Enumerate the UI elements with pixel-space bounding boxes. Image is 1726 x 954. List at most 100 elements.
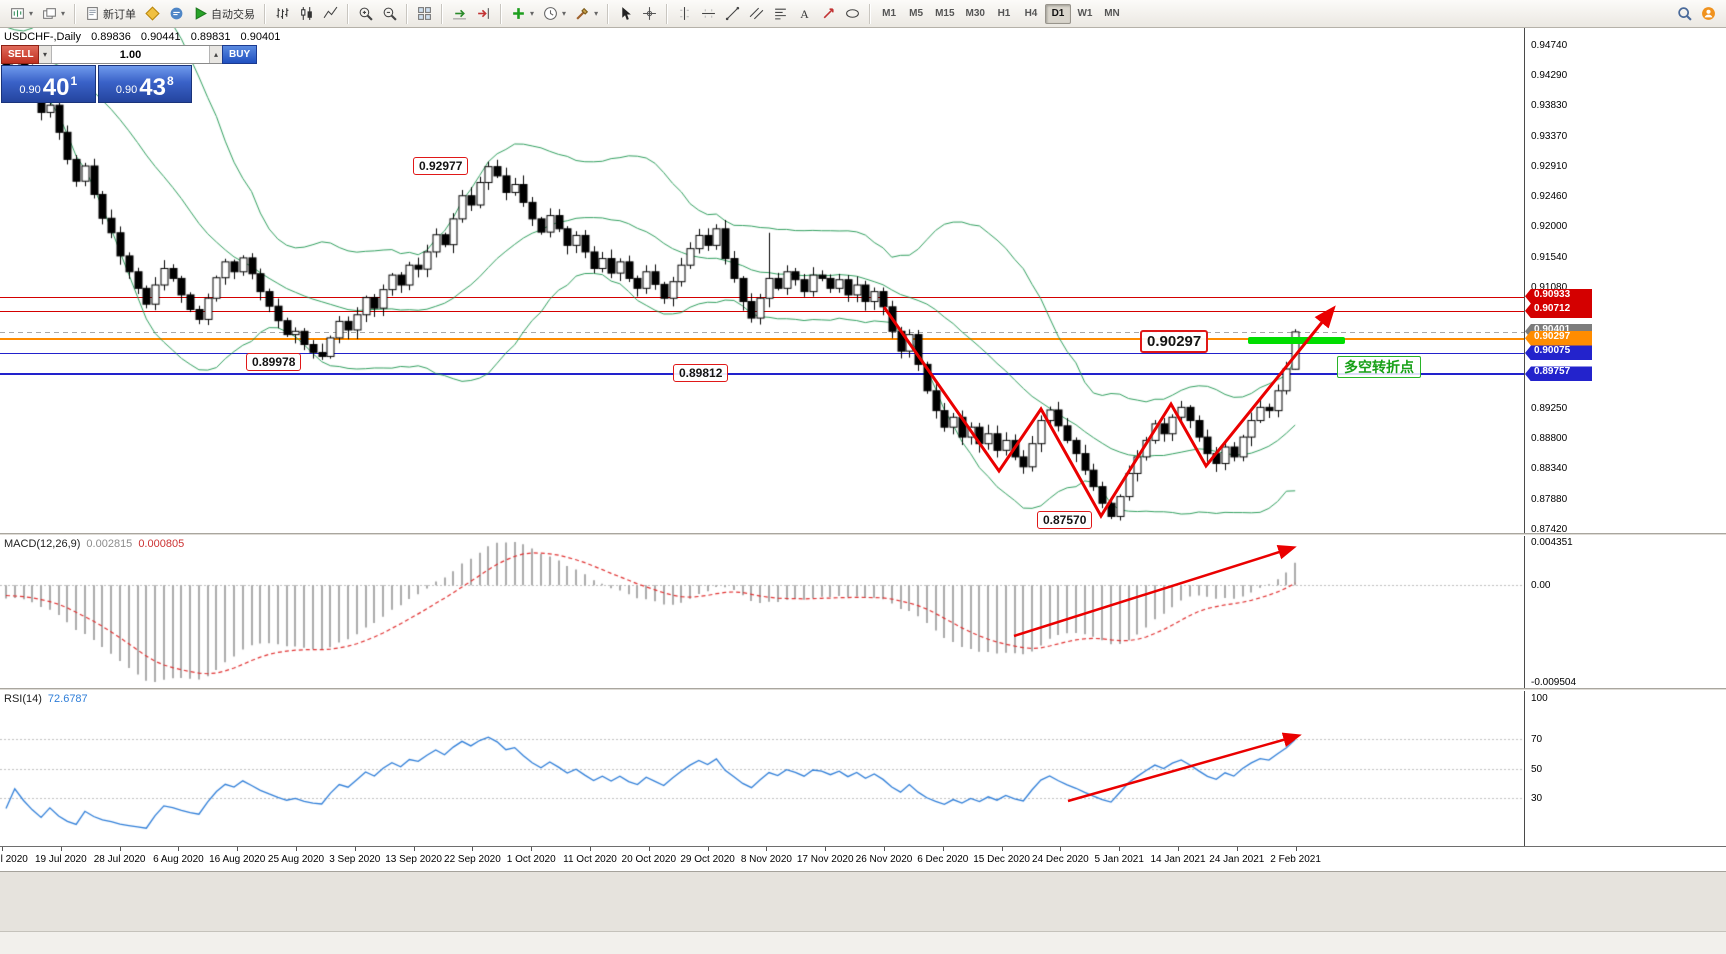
price-tag: 0.89757: [1525, 366, 1592, 382]
sell-price-pip: 1: [70, 74, 78, 88]
time-axis-tick: [1296, 847, 1297, 851]
toolbar-separator: [607, 3, 610, 24]
time-axis-label: 19 Jul 2020: [34, 854, 87, 865]
timeframe-h1-button[interactable]: H1: [991, 4, 1017, 24]
toolbar-separator: [264, 3, 267, 24]
time-axis-label: 6 Aug 2020: [153, 854, 204, 865]
templates-button[interactable]: ▾: [571, 2, 602, 25]
auto-scroll-button[interactable]: [448, 2, 471, 25]
price-axis-label: 0.93370: [1531, 130, 1568, 142]
line-chart-button[interactable]: [319, 2, 342, 25]
price-axis: 0.004351 0.00 -0.009504 0.94740 0.94290 0.…: [1524, 28, 1726, 846]
profile-avatar-button[interactable]: [1697, 2, 1720, 25]
price-callout[interactable]: 0.92977: [413, 157, 469, 175]
lot-stepper-button[interactable]: ▴: [209, 46, 222, 63]
buy-price-pip: 8: [166, 74, 174, 88]
price-callout[interactable]: 0.90297: [1140, 330, 1209, 353]
timeframe-m30-button[interactable]: M30: [961, 4, 990, 24]
support-highlight-bar[interactable]: [1248, 337, 1345, 344]
zoom-in-button[interactable]: [354, 2, 377, 25]
ohlc-open: 0.89836: [91, 31, 131, 43]
timeframe-m5-button[interactable]: M5: [903, 4, 929, 24]
rsi-canvas[interactable]: [0, 691, 1524, 846]
chart-title: USDCHF-,Daily 0.89836 0.90441 0.89831 0.…: [4, 31, 280, 43]
dropdown-caret: ▾: [530, 9, 535, 18]
cursor-button[interactable]: [614, 2, 637, 25]
time-axis-tick: [1119, 847, 1120, 851]
rsi-panel: RSI(14) 72.6787: [0, 691, 1524, 846]
macd-axis-label: -0.009504: [1531, 677, 1577, 688]
toolbar-separator: [74, 3, 77, 24]
timeframe-m1-button[interactable]: M1: [876, 4, 902, 24]
panel-splitter[interactable]: [0, 533, 1726, 536]
indicators-button[interactable]: ▾: [507, 2, 538, 25]
metaeditor-button[interactable]: [141, 2, 164, 25]
timeframe-d1-button[interactable]: D1: [1044, 3, 1071, 24]
timeframe-m15-button[interactable]: M15: [930, 4, 959, 24]
search-button[interactable]: [1673, 2, 1696, 25]
vertical-line-button[interactable]: [673, 2, 696, 25]
price-callout[interactable]: 0.87570: [1037, 511, 1093, 529]
time-axis: 10 Jul 2020 19 Jul 2020 28 Jul 2020 6 Aug 2…: [0, 846, 1726, 871]
new-order-button[interactable]: 新订单: [81, 2, 140, 25]
panel-splitter[interactable]: [0, 688, 1726, 691]
candlestick-chart-button[interactable]: [295, 2, 318, 25]
zoom-out-button[interactable]: [378, 2, 401, 25]
buy-price-button[interactable]: 0.90 43 8: [97, 65, 192, 103]
sell-button[interactable]: SELL: [1, 45, 39, 64]
macd-canvas[interactable]: [0, 536, 1524, 688]
buy-button[interactable]: BUY: [222, 45, 258, 64]
fibo-icon: [773, 6, 788, 21]
bar-chart-button[interactable]: [271, 2, 294, 25]
time-axis-label: 29 Oct 2020: [680, 854, 735, 865]
main-chart-canvas[interactable]: [0, 28, 1524, 533]
indicators-icon: [511, 6, 526, 21]
toolbar-separator: [500, 3, 503, 24]
timeframe-w1-button[interactable]: W1: [1072, 4, 1098, 24]
rsi-axis-label: 30: [1531, 792, 1543, 804]
text-label-button[interactable]: A: [793, 2, 816, 25]
trendline-button[interactable]: [721, 2, 744, 25]
sell-price-button[interactable]: 0.90 40 1: [1, 65, 96, 103]
time-axis-tick: [1060, 847, 1061, 851]
toolbar: ▾ ▾ 新订单 自动交易 ▾ ▾ ▾ A M1 M5 M15 M30 H1 H4 D1 W1 MN: [0, 0, 1726, 28]
crosshair-button[interactable]: [638, 2, 661, 25]
lot-dropdown-button[interactable]: ▾: [39, 46, 52, 63]
channel-button[interactable]: [745, 2, 768, 25]
new-chart-button[interactable]: ▾: [6, 2, 37, 25]
price-callout[interactable]: 0.89812: [673, 364, 729, 382]
autotrading-button[interactable]: 自动交易: [189, 2, 259, 25]
timeframe-h4-button[interactable]: H4: [1018, 4, 1044, 24]
time-axis-tick: [61, 847, 62, 851]
rsi-label: RSI(14) 72.6787: [4, 693, 88, 705]
newchart-icon: [10, 6, 25, 21]
chart-shift-button[interactable]: [472, 2, 495, 25]
time-axis-label: 1 Oct 2020: [506, 854, 556, 865]
ellipse-button[interactable]: [841, 2, 864, 25]
fibonacci-button[interactable]: [769, 2, 792, 25]
time-axis-tick: [649, 847, 650, 851]
periods-button[interactable]: ▾: [539, 2, 570, 25]
toolbar-separator: [347, 3, 350, 24]
community-button[interactable]: [165, 2, 188, 25]
crosshair-icon: [642, 6, 657, 21]
tile-windows-button[interactable]: [413, 2, 436, 25]
search-icon: [1677, 6, 1692, 21]
price-tag: 0.90297: [1525, 330, 1592, 346]
chat-icon: [169, 6, 184, 21]
price-tag: 0.90075: [1525, 345, 1592, 361]
time-axis-label: 25 Aug 2020: [267, 854, 325, 865]
annotation-note[interactable]: 多空转折点: [1337, 356, 1421, 378]
time-axis-label: 24 Jan 2021: [1209, 854, 1265, 865]
vline-icon: [677, 6, 692, 21]
linechart-icon: [323, 6, 338, 21]
lot-size-input[interactable]: [52, 46, 209, 63]
dropdown-caret: ▾: [29, 9, 34, 18]
profiles-button[interactable]: ▾: [38, 2, 69, 25]
price-callout[interactable]: 0.89978: [246, 353, 302, 371]
arrow-objects-button[interactable]: [817, 2, 840, 25]
time-axis-label: 3 Sep 2020: [329, 854, 381, 865]
timeframe-mn-button[interactable]: MN: [1099, 4, 1125, 24]
horizontal-line-button[interactable]: [697, 2, 720, 25]
time-axis-label: 14 Jan 2021: [1150, 854, 1206, 865]
